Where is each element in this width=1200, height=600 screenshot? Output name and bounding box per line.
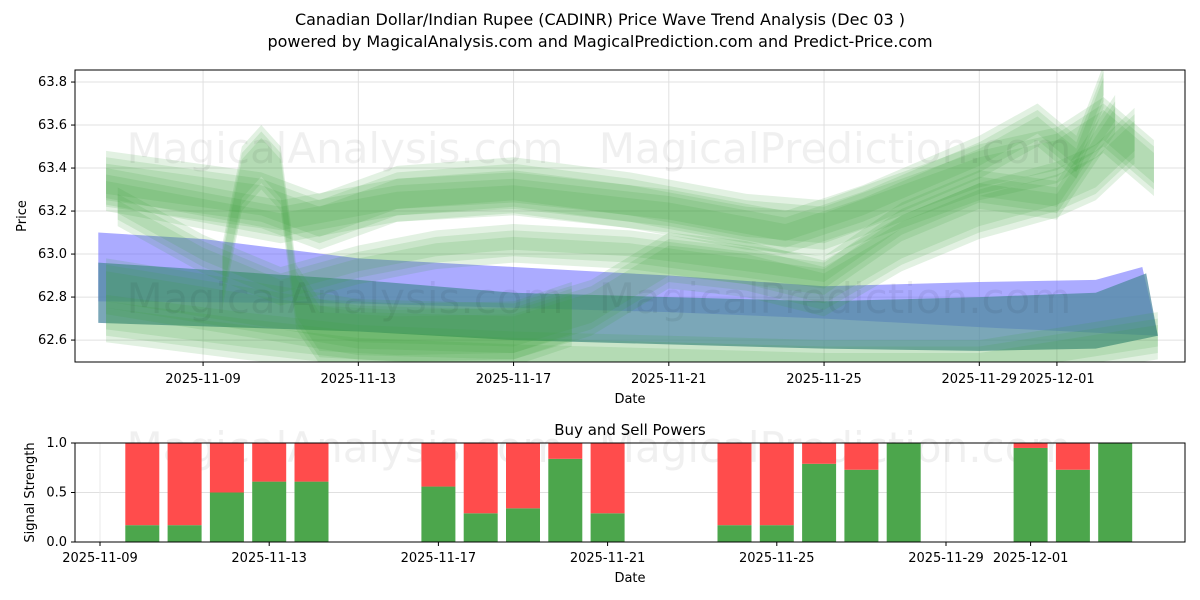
y-tick-label: 63.4	[38, 161, 67, 176]
x-tick-label: 2025-11-13	[321, 372, 397, 387]
green-wave-band	[117, 107, 1116, 306]
buy-bar	[252, 481, 287, 542]
y-tick-label: 1.0	[46, 436, 67, 451]
x-tick-label: 2025-11-21	[631, 372, 707, 387]
sell-bar	[506, 443, 540, 509]
watermark: MagicalPrediction.com	[599, 274, 1072, 323]
y-tick-label: 63.2	[38, 204, 67, 219]
y-tick-label: 0.0	[46, 535, 67, 550]
buy-bar	[421, 486, 456, 542]
green-wave-band	[106, 120, 1135, 360]
y-axis-label: Signal Strength	[23, 442, 38, 542]
x-tick-label: 2025-11-29	[908, 551, 984, 566]
buy-bar	[506, 508, 540, 542]
x-tick-label: 2025-11-13	[231, 551, 307, 566]
x-tick-label: 2025-11-29	[942, 372, 1018, 387]
sell-bar	[252, 443, 287, 482]
blue-trend-band	[98, 262, 1158, 351]
plot-frame	[74, 442, 1186, 543]
buy-bar	[759, 525, 794, 542]
buy-bar	[717, 525, 752, 542]
buy-bar	[886, 443, 921, 542]
sell-bar	[1055, 443, 1090, 470]
chart-title: Canadian Dollar/Indian Rupee (CADINR) Pr…	[294, 10, 906, 29]
x-tick-label: 2025-11-25	[739, 551, 815, 566]
x-tick-label: 2025-11-09	[62, 551, 138, 566]
green-wave-band	[106, 70, 1104, 242]
sell-bar	[717, 443, 752, 526]
buy-bar	[802, 463, 837, 542]
buy-bar	[590, 513, 625, 542]
sell-bar	[1013, 443, 1048, 448]
y-tick-label: 63.0	[38, 247, 67, 262]
x-tick-label: 2025-11-17	[401, 551, 477, 566]
green-wave-band	[222, 137, 572, 362]
buy-bar	[844, 469, 879, 542]
green-wave-band	[106, 109, 1154, 257]
buy-bar	[167, 525, 202, 542]
y-axis-label: Price	[15, 200, 30, 232]
x-tick-label: 2025-12-01	[993, 551, 1069, 566]
green-wave-band	[222, 131, 572, 362]
x-tick-label: 2025-11-25	[786, 372, 862, 387]
buy-bar	[209, 492, 244, 542]
sell-bar	[294, 443, 329, 482]
x-axis-label: Date	[614, 571, 645, 586]
y-tick-label: 63.6	[38, 118, 67, 133]
sell-bar	[125, 443, 160, 526]
green-wave-band	[106, 77, 1104, 255]
buy-bar	[463, 513, 498, 542]
sell-bar	[844, 443, 879, 470]
x-tick-label: 2025-11-17	[476, 372, 552, 387]
x-tick-label: 2025-12-01	[1019, 372, 1095, 387]
green-wave-band	[106, 97, 1154, 244]
sell-bar	[759, 443, 794, 526]
x-tick-label: 2025-11-09	[165, 372, 241, 387]
y-tick-label: 0.5	[46, 486, 67, 501]
sell-bar	[802, 443, 837, 464]
bar-chart-title: Buy and Sell Powers	[554, 421, 706, 439]
x-tick-label: 2025-11-21	[570, 551, 646, 566]
watermark: MagicalAnalysis.com	[127, 274, 564, 323]
price-plot	[75, 70, 1185, 362]
green-wave-band	[106, 71, 1104, 248]
sell-bar	[209, 443, 244, 493]
sell-bar	[167, 443, 202, 526]
sell-bar	[463, 443, 498, 514]
green-wave-band	[117, 94, 1116, 293]
chart-subtitle: powered by MagicalAnalysis.com and Magic…	[267, 32, 933, 51]
green-wave-band	[106, 103, 1154, 250]
buy-bar	[1055, 469, 1090, 542]
y-tick-label: 63.8	[38, 75, 67, 90]
y-tick-label: 62.8	[38, 290, 67, 305]
sell-bar	[421, 443, 456, 487]
sell-bar	[590, 443, 625, 514]
buy-bar	[294, 481, 329, 542]
green-wave-band	[106, 307, 1158, 362]
buy-bar	[125, 525, 160, 542]
buy-bar	[548, 458, 583, 542]
watermark: MagicalPrediction.com	[599, 124, 1072, 173]
x-axis-label: Date	[614, 392, 645, 407]
y-tick-label: 62.6	[38, 333, 67, 348]
green-wave-band	[222, 125, 572, 356]
green-wave-band	[106, 294, 1158, 362]
plot-frame	[74, 69, 1186, 363]
green-wave-band	[106, 114, 1135, 353]
green-wave-band	[106, 107, 1135, 347]
green-wave-band	[106, 301, 1158, 362]
watermark: MagicalAnalysis.com	[127, 124, 564, 173]
sell-bar	[548, 443, 583, 459]
buy-bar	[1098, 443, 1133, 542]
green-wave-band	[117, 101, 1116, 300]
buy-bar	[1013, 447, 1048, 542]
